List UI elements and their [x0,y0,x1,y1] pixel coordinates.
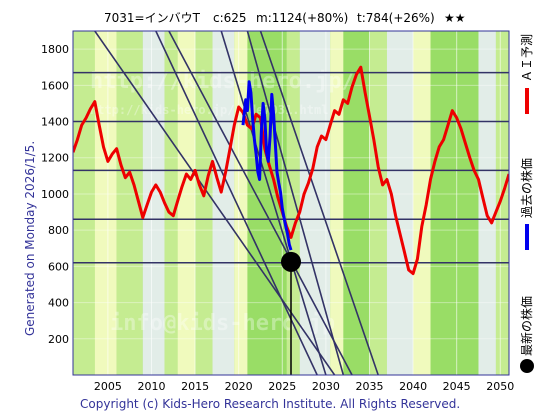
y-tick-label: 1400 [41,116,69,129]
y-axis: 200 400 600 800 1000 1200 1400 1600 1800 [41,43,69,346]
x-tick-label: 2015 [181,380,209,393]
max-price: m:1124(+80%) [256,11,348,25]
y-tick-label: 1600 [41,79,69,92]
x-axis: 2005 2010 2015 2020 2025 2030 2035 2040 2045 2050 [94,380,514,393]
background-band [195,31,213,375]
y-tick-label: 200 [48,333,69,346]
legend-label-ai-forecast: ＡＩ予測 [520,34,534,82]
x-tick-label: 2040 [399,380,427,393]
background-band [299,31,331,375]
trend-line [168,31,353,375]
background-band [142,31,165,375]
current-price: c:625 [213,11,247,25]
y-tick-label: 400 [48,297,69,310]
legend-label-latest-price: 最新の株価 [519,296,534,356]
trend-line [259,31,379,375]
background-band [478,31,496,375]
series-layer [73,65,509,276]
y-tick-label: 600 [48,260,69,273]
ai-forecast-line [73,65,509,276]
x-tick-label: 2050 [486,380,514,393]
target-price: t:784(+26%) [357,11,435,25]
background-band [164,31,178,375]
watermark-email: info@kids-hero.jp [110,311,335,336]
y-tick-label: 1000 [41,188,69,201]
latest-layer [281,251,301,375]
background-band [369,31,387,375]
trend-line [220,31,327,375]
trend-lines [94,31,379,375]
y-tick-label: 1800 [41,43,69,56]
legend-swatch-latest-price [520,359,534,373]
x-tick-label: 2035 [355,380,383,393]
background-band [212,31,235,375]
background-band [386,31,414,375]
background-band [177,31,196,375]
y-tick-label: 1200 [41,152,69,165]
y-tick-label: 800 [48,224,69,237]
x-tick-label: 2005 [94,380,122,393]
x-tick-label: 2025 [268,380,296,393]
x-tick-label: 2010 [137,380,165,393]
x-tick-label: 2030 [312,380,340,393]
stock-code-name: 7031=インバウT [104,11,201,25]
grid-lines [73,31,509,375]
plot-area: http://kids-hero.jp/ http://kids-hero.jp… [72,30,510,376]
latest-price-marker [281,251,301,272]
legend-label-past-price: 過去の株価 [519,158,534,218]
trend-line [246,31,345,375]
background-band [413,31,431,375]
legend: ＡＩ予測 過去の株価 最新の株価 [519,34,534,373]
copyright-footer: Copyright (c) Kids-Hero Research Institu… [80,397,460,411]
trend-line [94,31,336,375]
generated-date-note: Generated on Monday 2026/1/5. [23,141,37,336]
x-tick-label: 2045 [443,380,471,393]
plot-frame [72,30,510,376]
past-price-line [241,80,293,251]
background-band [94,31,117,375]
x-tick-label: 2020 [225,380,253,393]
rating-stars: ★★ [444,11,466,25]
background-band [73,31,95,375]
background-band [495,31,509,375]
